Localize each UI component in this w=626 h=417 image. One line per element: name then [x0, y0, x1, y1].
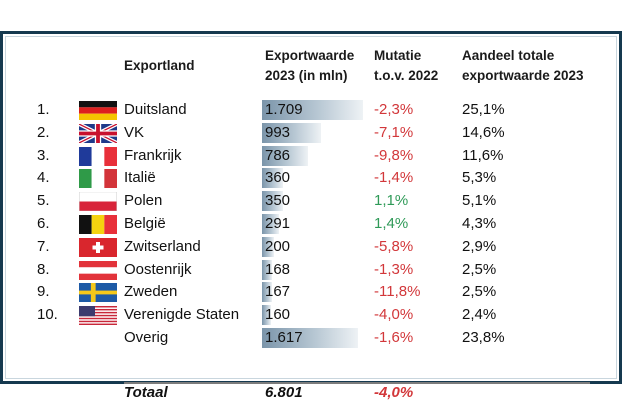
uk-flag-icon: [79, 123, 117, 143]
total-change: -4,0%: [374, 384, 414, 401]
share-value: 2,9%: [462, 237, 497, 255]
change-value: 1,4%: [374, 215, 409, 232]
table-row: 7. Zwitserland 200 -5,8% 2,9%: [3, 236, 619, 259]
value-databar: [262, 145, 308, 166]
table-row: 8. Oostenrijk 168 -1,3% 2,5%: [3, 259, 619, 282]
export-value: 160: [265, 306, 291, 324]
change-value: -1,6%: [374, 329, 414, 346]
share-value: 5,1%: [462, 192, 497, 210]
export-value: 786: [265, 146, 291, 164]
rank: 5.: [37, 192, 50, 210]
export-value: 168: [265, 260, 291, 278]
total-divider: [124, 382, 590, 384]
country-name: Overig: [124, 329, 169, 346]
table-row: 9. Zweden 167 -11,8% 2,5%: [3, 281, 619, 304]
value-databar: [262, 282, 272, 303]
header-value: Exportwaarde 2023 (in mln): [265, 48, 355, 83]
share-value: 25,1%: [462, 101, 505, 118]
header-country: Exportland: [124, 58, 195, 73]
rank: 2.: [37, 123, 50, 141]
rank: 1.: [37, 101, 50, 118]
export-value: 1.709: [265, 101, 303, 118]
value-databar: [262, 191, 283, 212]
country-name: Duitsland: [124, 101, 187, 118]
change-value: -9,8%: [374, 146, 414, 164]
export-value: 993: [265, 123, 291, 141]
share-value: 11,6%: [462, 146, 504, 164]
germany-flag-icon: [79, 101, 117, 120]
header-share: Aandeel totale exportwaarde 2023: [462, 48, 584, 83]
table-row: 4. Italië 360 -1,4% 5,3%: [3, 167, 619, 190]
table-frame: Exportland Exportwaarde 2023 (in mln) Mu…: [0, 31, 622, 401]
country-name: Verenigde Staten: [124, 306, 240, 324]
switzerland-flag-icon: [79, 237, 117, 257]
table-row: 2. VK 993 -7,1% 14,6%: [3, 122, 619, 145]
table-row: 10. Verenigde Staten 160 -4,0% 2,4%: [3, 304, 619, 327]
value-databar: [262, 236, 274, 257]
table-row: 6. België 291 1,4% 4,3%: [3, 213, 619, 236]
value-databar: [262, 100, 363, 120]
rank: 8.: [37, 260, 50, 278]
value-databar: [262, 122, 321, 143]
country-name: Frankrijk: [124, 146, 182, 164]
country-name: VK: [124, 123, 145, 141]
change-value: -11,8%: [374, 283, 421, 301]
header-change: Mutatie t.o.v. 2022: [374, 48, 439, 83]
country-name: België: [124, 215, 166, 232]
share-value: 23,8%: [462, 329, 505, 346]
rank: 6.: [37, 215, 50, 232]
share-value: 5,3%: [462, 169, 497, 187]
belgium-flag-icon: [79, 215, 117, 234]
country-name: Polen: [124, 192, 163, 210]
share-value: 14,6%: [462, 123, 505, 141]
change-value: -4,0%: [374, 306, 414, 324]
value-databar: [262, 214, 279, 234]
export-value: 1.617: [265, 329, 303, 346]
poland-flag-icon: [79, 192, 117, 212]
change-value: -1,3%: [374, 260, 414, 278]
table-row: Overig 1.617 -1,6% 23,8%: [3, 327, 619, 350]
value-databar: [262, 305, 271, 326]
share-value: 2,5%: [462, 260, 497, 278]
table-row: 3. Frankrijk 786 -9,8% 11,6%: [3, 145, 619, 168]
total-value: 6.801: [265, 384, 303, 401]
value-databar: [262, 168, 283, 189]
table-row: 5. Polen 350 1,1% 5,1%: [3, 190, 619, 213]
share-value: 2,4%: [462, 306, 497, 324]
france-flag-icon: [79, 146, 117, 166]
share-value: 2,5%: [462, 283, 497, 301]
export-value: 360: [265, 169, 291, 187]
change-value: 1,1%: [374, 192, 409, 210]
rank: 9.: [37, 283, 50, 301]
total-label: Totaal: [124, 384, 168, 401]
rank: 7.: [37, 237, 50, 255]
export-value: 350: [265, 192, 291, 210]
rank: 4.: [37, 169, 50, 187]
austria-flag-icon: [79, 260, 117, 280]
change-value: -2,3%: [374, 101, 414, 118]
country-name: Italië: [124, 169, 156, 187]
share-value: 4,3%: [462, 215, 497, 232]
table-row: 1. Duitsland 1.709 -2,3% 25,1%: [3, 99, 619, 122]
sweden-flag-icon: [79, 283, 117, 303]
change-value: -1,4%: [374, 169, 414, 187]
export-value: 200: [265, 237, 291, 255]
italy-flag-icon: [79, 169, 117, 189]
change-value: -5,8%: [374, 237, 414, 255]
country-name: Zwitserland: [124, 237, 201, 255]
value-databar: [262, 259, 272, 280]
export-value: 291: [265, 215, 291, 232]
usa-flag-icon: [79, 306, 117, 326]
rank: 3.: [37, 146, 50, 164]
rank: 10.: [37, 306, 58, 324]
value-databar: [262, 328, 358, 348]
country-name: Oostenrijk: [124, 260, 192, 278]
change-value: -7,1%: [374, 123, 414, 141]
export-value: 167: [265, 283, 291, 301]
country-name: Zweden: [124, 283, 178, 301]
